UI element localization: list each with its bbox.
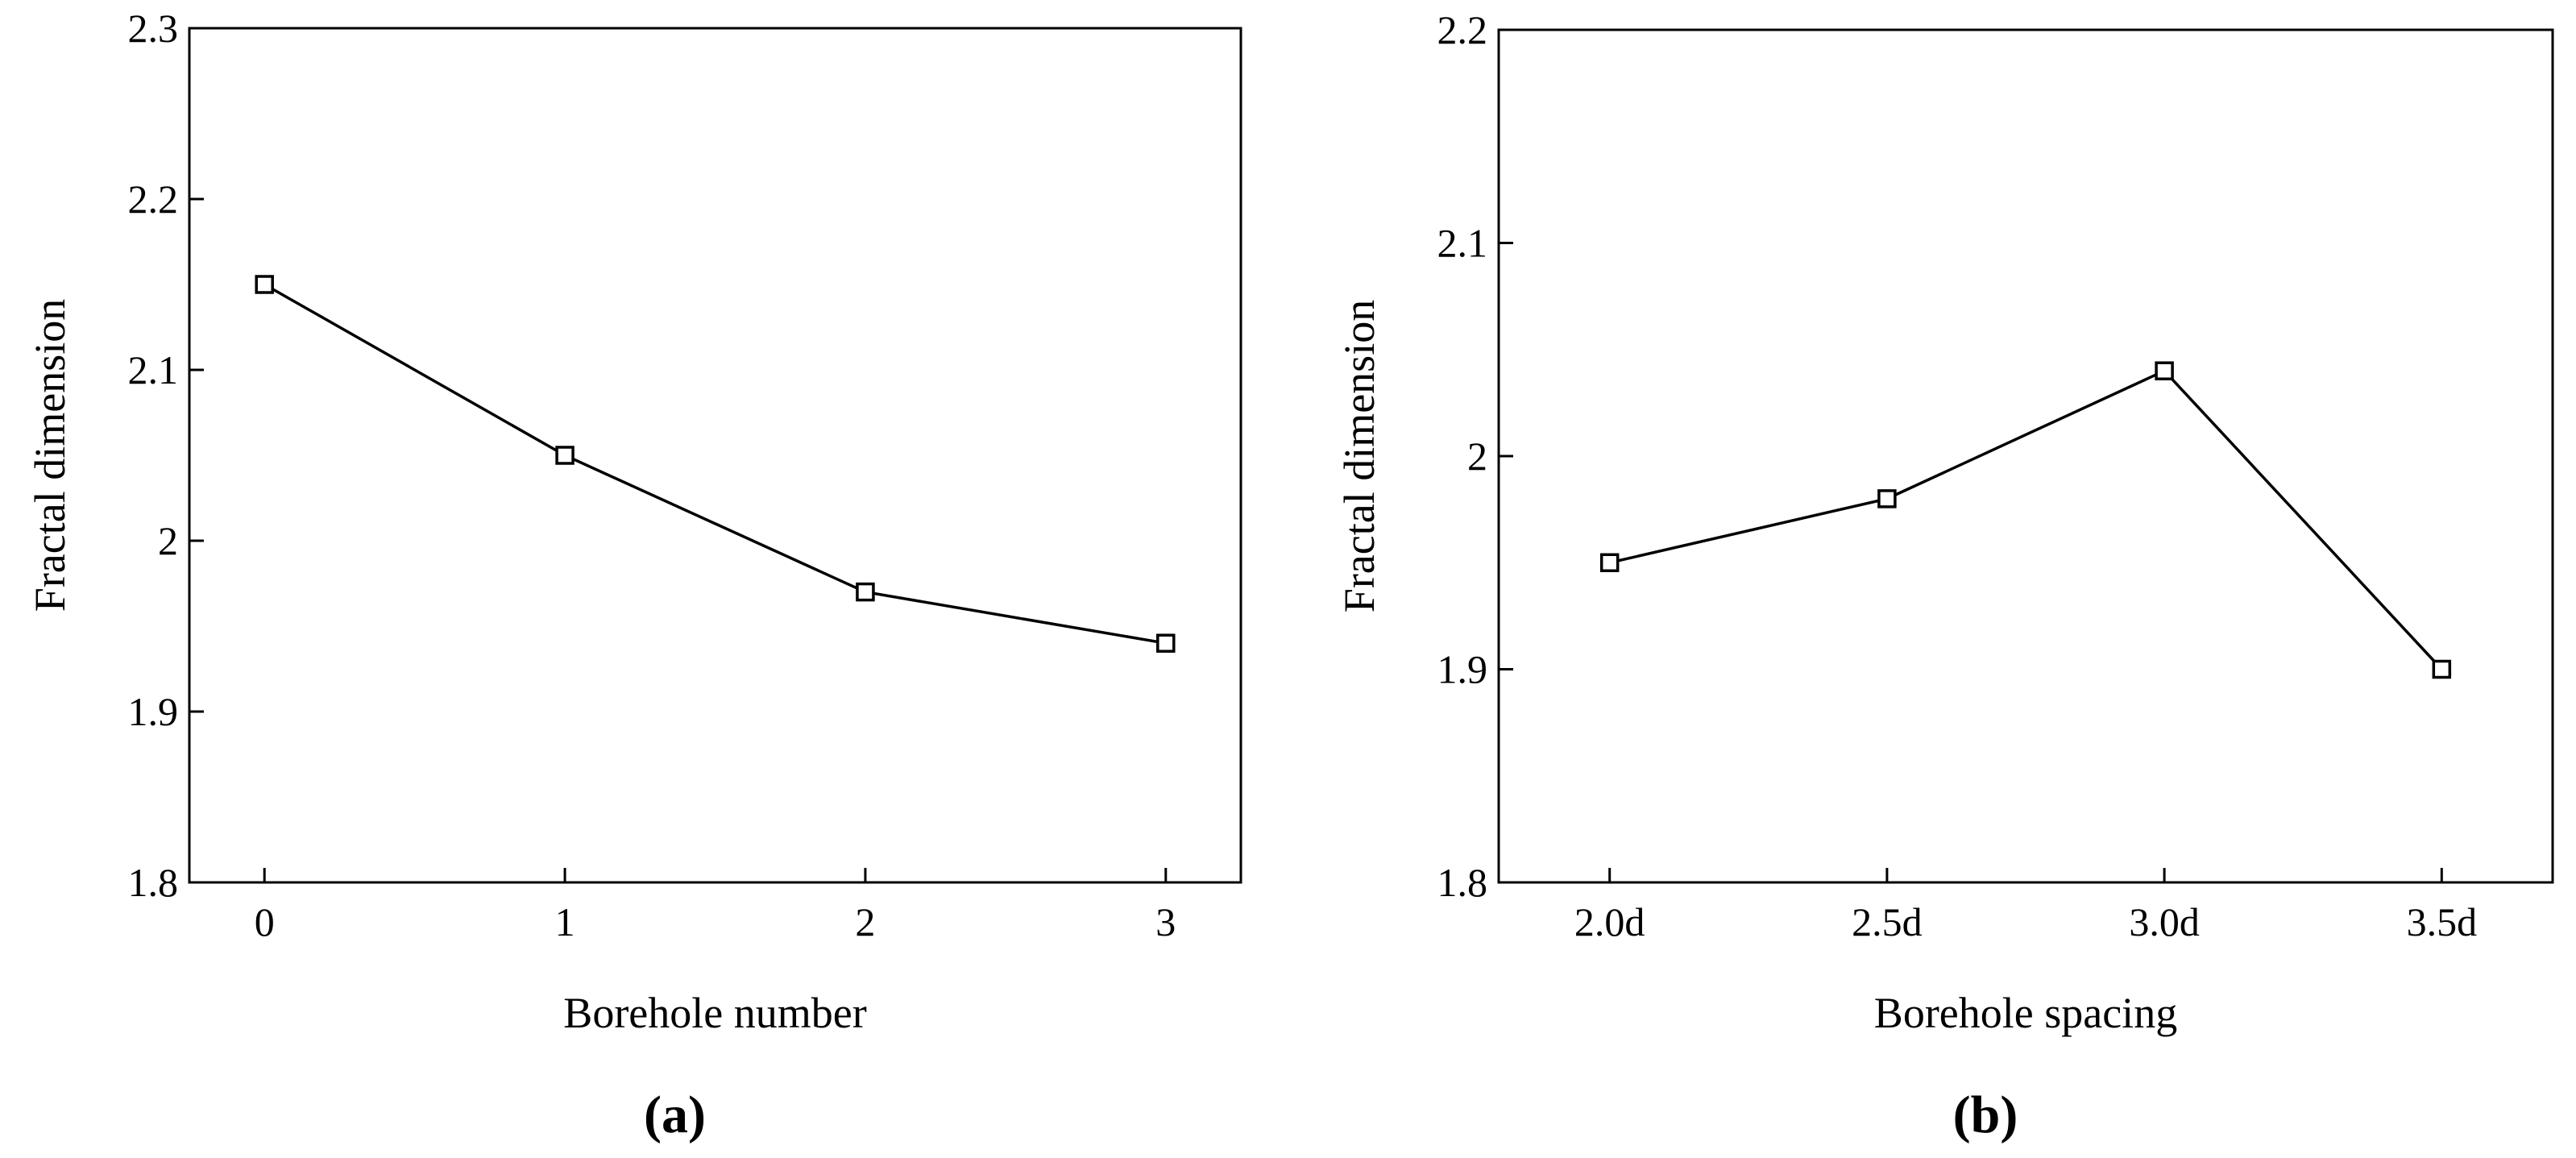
x-axis-title: Borehole spacing [1874, 989, 2177, 1037]
x-tick-label: 2 [855, 899, 875, 944]
x-tick-label: 0 [255, 899, 275, 944]
x-tick-label: 3.0d [2129, 899, 2200, 944]
plot-frame [1497, 28, 2554, 884]
y-tick-label: 1.8 [1437, 860, 1488, 905]
marker [555, 446, 575, 465]
panel-caption: (a) [644, 1085, 706, 1144]
y-axis-title: Fractal dimension [26, 299, 74, 612]
y-axis-title: Fractal dimension [1335, 300, 1383, 612]
panel-caption: (b) [1953, 1085, 2018, 1144]
y-tick-label: 1.9 [1437, 647, 1488, 692]
y-tick-label: 2.1 [128, 347, 179, 392]
marker [856, 582, 875, 602]
marker [2432, 659, 2452, 679]
y-tick-label: 1.9 [128, 689, 179, 734]
x-tick-label: 1 [555, 899, 575, 944]
y-tick-label: 2.2 [128, 176, 179, 222]
marker [1599, 553, 1620, 572]
x-axis-title: Borehole number [563, 989, 866, 1037]
y-tick-label: 2.1 [1437, 221, 1488, 266]
y-tick-label: 2.2 [1437, 7, 1488, 52]
y-tick-label: 2 [158, 518, 178, 563]
marker [2155, 361, 2174, 380]
y-tick-label: 1.8 [128, 860, 179, 905]
marker [1156, 633, 1176, 653]
series-line [1609, 369, 2443, 670]
marker [1877, 489, 1897, 508]
plot-frame [188, 27, 1242, 884]
x-tick-label: 3 [1155, 899, 1176, 944]
x-tick-label: 2.5d [1852, 899, 1923, 944]
marker [255, 275, 274, 294]
y-tick-label: 2 [1467, 434, 1487, 479]
series-line [263, 283, 1167, 645]
x-tick-label: 3.5d [2407, 899, 2478, 944]
y-tick-label: 2.3 [128, 6, 179, 51]
x-tick-label: 2.0d [1574, 899, 1645, 944]
